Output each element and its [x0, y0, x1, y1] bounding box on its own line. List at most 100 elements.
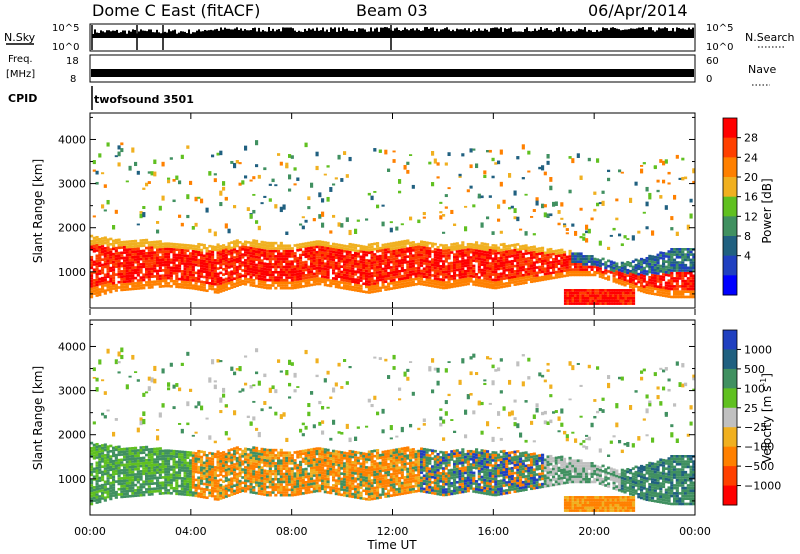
echo-cell	[136, 457, 140, 460]
echo-cell	[334, 274, 338, 278]
echo-cell	[395, 270, 399, 274]
echo-cell	[535, 200, 539, 206]
echo-cell	[571, 255, 575, 258]
nsky-bar	[106, 30, 108, 38]
echo-cell	[684, 285, 688, 288]
echo-cell	[384, 285, 388, 289]
echo-cell	[178, 452, 182, 456]
echo-cell	[180, 256, 184, 260]
echo-cell	[178, 253, 182, 257]
echo-cell	[406, 242, 410, 245]
echo-cell	[626, 268, 630, 272]
echo-cell	[461, 241, 465, 244]
echo-cell	[502, 266, 506, 270]
echo-cell	[158, 245, 162, 249]
echo-cell	[244, 259, 248, 262]
echo-cell	[378, 246, 382, 250]
echo-cell	[606, 302, 610, 305]
echo-cell	[392, 244, 396, 248]
echo-cell	[420, 245, 424, 249]
echo-cell	[631, 273, 635, 277]
echo-cell	[491, 286, 495, 290]
echo-cell	[584, 291, 588, 295]
echo-cell	[98, 468, 102, 472]
nsky-bar	[440, 29, 442, 38]
echo-cell	[213, 288, 217, 291]
echo-cell	[161, 277, 165, 280]
nsky-bar	[514, 31, 516, 38]
echo-cell	[167, 266, 171, 269]
echo-cell	[365, 290, 369, 294]
echo-cell	[117, 251, 121, 255]
nsky-bar	[528, 31, 530, 38]
echo-cell	[117, 162, 121, 167]
echo-cell	[230, 249, 234, 252]
echo-cell	[197, 280, 201, 283]
echo-cell	[307, 206, 311, 210]
echo-cell	[208, 435, 212, 440]
echo-cell	[433, 282, 437, 286]
echo-cell	[92, 239, 96, 242]
echo-cell	[150, 377, 154, 383]
echo-cell	[586, 289, 590, 292]
echo-cell	[213, 497, 217, 501]
echo-cell	[208, 377, 212, 383]
nsky-bar	[280, 31, 282, 38]
echo-cell	[571, 158, 575, 164]
echo-cell	[455, 247, 459, 251]
echo-cell	[566, 294, 570, 297]
echo-cell	[205, 270, 209, 274]
echo-cell	[653, 269, 657, 272]
echo-cell	[656, 272, 660, 275]
echo-cell	[645, 283, 649, 287]
nsky-bar	[336, 31, 338, 38]
echo-cell	[109, 468, 113, 472]
echo-cell	[117, 151, 121, 157]
echo-cell	[183, 278, 187, 281]
echo-cell	[502, 256, 506, 259]
echo-cell	[321, 261, 325, 265]
echo-cell	[494, 252, 498, 255]
echo-cell	[502, 264, 506, 267]
echo-cell	[271, 257, 275, 261]
echo-cell	[301, 245, 305, 248]
echo-cell	[290, 286, 294, 290]
echo-cell	[653, 166, 657, 170]
echo-cell	[186, 422, 190, 426]
echo-cell	[167, 258, 171, 261]
echo-cell	[640, 281, 644, 285]
echo-cell	[172, 248, 176, 251]
echo-cell	[618, 279, 622, 282]
echo-cell	[483, 250, 487, 254]
echo-cell	[208, 255, 212, 259]
echo-cell	[425, 270, 429, 274]
echo-cell	[125, 274, 129, 278]
echo-cell	[568, 156, 572, 159]
echo-cell	[615, 280, 619, 284]
echo-cell	[398, 240, 402, 244]
freq-unit: [MHz]	[6, 69, 35, 80]
nsky-label: N.Sky	[4, 31, 36, 44]
echo-cell	[197, 484, 201, 488]
echo-cell	[340, 257, 344, 261]
echo-cell	[453, 253, 457, 256]
echo-cell	[216, 243, 220, 247]
echo-cell	[211, 460, 215, 463]
echo-cell	[365, 272, 369, 275]
echo-cell	[576, 252, 580, 256]
echo-cell	[433, 248, 437, 251]
echo-cell	[260, 269, 264, 273]
echo-cell	[664, 205, 668, 209]
echo-cell	[219, 410, 223, 414]
echo-cell	[274, 255, 278, 258]
echo-cell	[227, 467, 231, 471]
echo-cell	[109, 455, 113, 458]
echo-cell	[571, 291, 575, 295]
echo-cell	[640, 265, 644, 269]
echo-cell	[131, 449, 135, 453]
echo-cell	[216, 490, 220, 493]
echo-cell	[458, 260, 462, 263]
echo-cell	[103, 278, 107, 282]
echo-cell	[230, 477, 234, 481]
echo-cell	[299, 245, 303, 249]
